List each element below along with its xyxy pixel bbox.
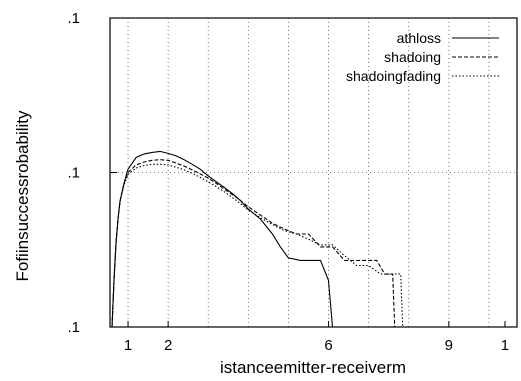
x-tick-label: 1 [124,337,132,354]
x-tick-label: 6 [324,337,332,354]
x-tick-label: 1 [501,337,509,354]
grid-layer [110,18,517,327]
legend-label-shadoingfading: shadoingfading [346,68,441,84]
legend: athloss shadoing shadoingfading [346,30,499,84]
y-tick-label: .1 [67,319,80,336]
series-line-athloss [111,150,334,328]
x-axis-label: istanceemitter-receiverm [220,358,406,377]
legend-label-athloss: athloss [397,30,441,46]
y-tick-label: .1 [67,165,80,182]
legend-label-shadoing: shadoing [384,49,441,65]
y-axis-label: Fofiinsuccessrobability [13,110,32,282]
x-tick-label: 9 [445,337,453,354]
plot-frame [109,17,518,328]
tick-layer: 1 2 6 9 1 .1 .1 .1 [67,10,509,354]
series-line-shadoing [111,159,396,328]
series-layer [111,150,404,328]
x-tick-label: 2 [164,337,172,354]
y-tick-label: .1 [67,10,80,27]
series-line-shadoingfading [111,163,404,328]
